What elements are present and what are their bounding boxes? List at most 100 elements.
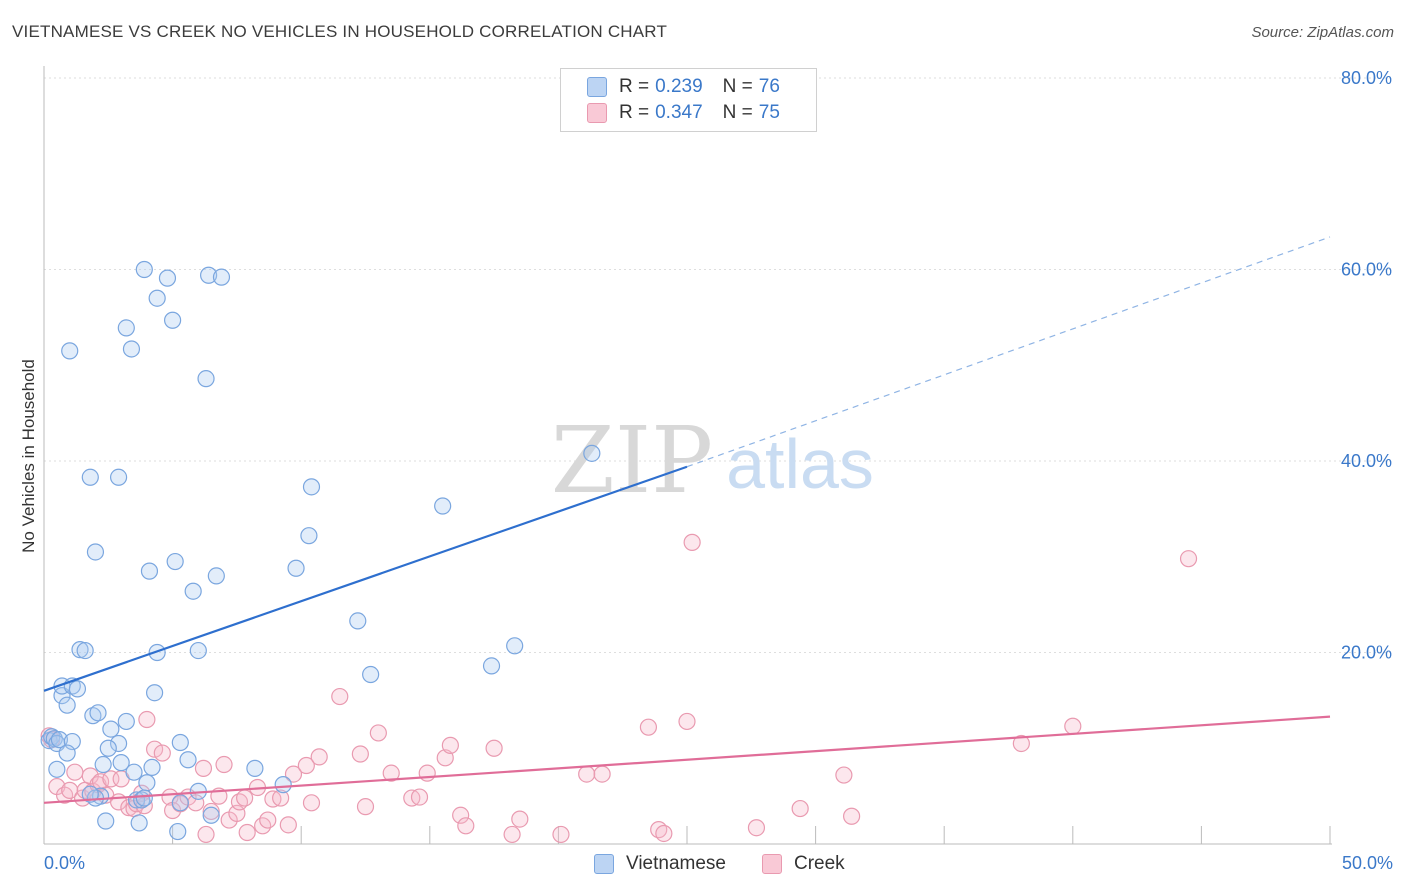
vietnamese-point [112,754,130,772]
legend-n-value: 76 [758,76,780,97]
creek-point [236,789,254,807]
vietnamese-point [94,755,112,774]
creek-point [639,718,658,736]
creek-point [747,819,766,837]
legend-n-label: N = [722,76,753,97]
legend-r-value: 0.347 [655,102,703,123]
bottom-legend-label: Creek [794,853,845,874]
vietnamese-point [164,311,182,329]
vietnamese-point [200,266,218,284]
creek-point [683,533,701,551]
vietnamese-point [45,730,63,748]
vietnamese-point [184,582,202,600]
trend-lines [43,236,1331,804]
creek-point [284,765,303,783]
vietnamese-point [97,812,115,830]
bottom-legend-label: Vietnamese [626,853,726,874]
vietnamese-point [171,794,189,812]
legend-swatch-creek [587,103,607,123]
creek-point [1064,717,1082,735]
y-tick-label: 40.0% [1341,451,1392,471]
creek-point [356,798,375,816]
vietnamese-point [86,543,105,561]
vietnamese-point [48,760,66,778]
vietnamese-point [300,527,318,545]
vietnamese-trend-extension [686,236,1331,468]
vietnamese-point [122,340,141,358]
creek-point [578,765,596,783]
vietnamese-point [99,739,117,757]
legend-r-label: R = [619,76,650,97]
vietnamese-point [189,641,207,660]
vietnamese-point [125,763,143,781]
creek-point [297,756,315,775]
vietnamese-point [109,734,128,753]
bottom-swatch-creek [762,854,782,874]
vietnamese-point [109,468,128,486]
creek-point [138,710,156,729]
x-tick-label: 0.0% [44,853,85,873]
vietnamese-point [362,665,380,684]
vietnamese-point [76,641,94,660]
creek-point [153,744,171,762]
creek-point [1179,550,1198,568]
y-tick-label: 20.0% [1341,643,1392,663]
creek-point [791,799,809,818]
vietnamese-point [274,776,292,794]
creek-trend-line [43,715,1331,804]
vietnamese-point [246,759,264,777]
vietnamese-point [482,657,501,675]
vietnamese-point [169,822,187,841]
vietnamese-point [302,478,321,496]
vietnamese-point [58,744,76,762]
tick-labels: 20.0% 40.0% 60.0% 80.0% 0.0% 50.0% [44,68,1393,873]
axes [43,66,1332,845]
creek-point [843,807,861,825]
creek-point [302,794,321,812]
vietnamese-point [102,720,120,738]
creek-point [678,712,696,731]
y-axis-label: No Vehicles in Household [19,359,38,553]
vietnamese-point [84,707,102,725]
creek-point [369,724,387,742]
vietnamese-point [434,497,452,515]
creek-point [418,764,436,782]
vietnamese-point [212,268,231,286]
creek-point [310,748,328,766]
creek-point [593,765,611,783]
creek-point [552,825,570,844]
bottom-legend-vietnamese: Vietnamese [594,852,726,876]
creek-point [503,825,521,844]
creek-point [331,687,349,706]
vietnamese-point [135,789,153,807]
vietnamese-point [50,731,69,749]
vietnamese-point [117,319,135,337]
vietnamese-point [349,612,367,630]
vietnamese-point [89,704,107,722]
source-label: Source: ZipAtlas.com [1251,24,1394,41]
creek-point [441,736,459,754]
chart-title: VIETNAMESE VS CREEK NO VEHICLES IN HOUSE… [12,22,668,41]
vietnamese-point [506,637,524,655]
vietnamese-point [158,269,177,287]
vietnamese-point [179,751,197,769]
legend-row-creek: R = 0.347 N = 75 [587,101,780,125]
creek-point [238,823,256,842]
creek-point [279,816,297,834]
watermark: ZIP atlas [551,407,874,514]
creek-point [215,755,233,774]
creek-point [1012,734,1030,753]
creek-point [452,806,470,824]
vietnamese-point [130,814,148,832]
watermark-atlas: atlas [726,425,874,503]
bottom-swatch-vietnamese [594,854,614,874]
bottom-legend-creek: Creek [762,852,845,876]
vietnamese-point [81,785,99,803]
vietnamese-point [287,559,305,577]
legend-swatch-vietnamese [587,77,607,97]
creek-point [410,788,429,806]
vietnamese-point [148,289,166,307]
vietnamese-point [68,680,87,698]
vietnamese-point [81,468,99,486]
